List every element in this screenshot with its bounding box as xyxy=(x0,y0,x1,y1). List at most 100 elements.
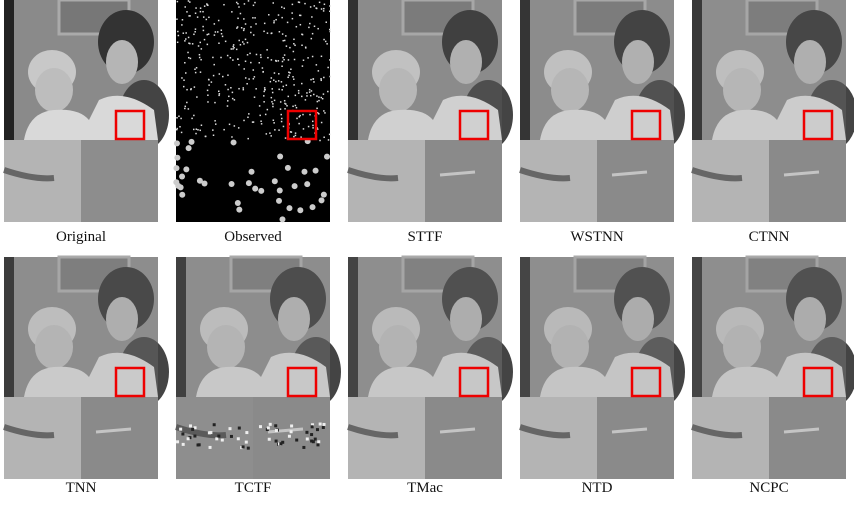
panel-label: WSTNN xyxy=(570,229,623,245)
pixel xyxy=(295,95,297,97)
pixel xyxy=(236,49,238,51)
pixel xyxy=(233,44,235,46)
pixel xyxy=(293,84,295,86)
pixel xyxy=(181,24,183,26)
pixel xyxy=(204,5,206,7)
pixel xyxy=(184,108,186,110)
pixel xyxy=(196,128,198,130)
pixel xyxy=(278,80,280,82)
pixel xyxy=(269,132,271,134)
pixel xyxy=(252,121,254,123)
blur-overlay xyxy=(520,0,674,140)
zoom-right xyxy=(425,140,502,222)
pixel xyxy=(264,89,266,91)
pixel xyxy=(266,49,268,51)
pixel xyxy=(232,46,234,48)
pixel xyxy=(272,2,274,4)
pixel xyxy=(185,72,187,74)
pixel xyxy=(261,123,263,125)
pixel xyxy=(222,36,224,38)
pixel xyxy=(213,64,215,66)
pixel xyxy=(285,137,287,139)
pixel xyxy=(176,128,178,130)
pixel xyxy=(194,31,196,33)
pixel xyxy=(313,81,315,83)
pixel xyxy=(256,54,257,56)
pixel xyxy=(188,57,190,59)
pixel xyxy=(289,72,291,74)
pixel xyxy=(179,174,185,180)
pixel xyxy=(317,28,319,30)
pixel xyxy=(207,90,209,92)
pixel xyxy=(195,28,197,30)
pixel xyxy=(286,105,288,107)
pixel xyxy=(247,42,249,44)
pixel xyxy=(201,124,203,126)
pixel xyxy=(252,186,258,192)
pixel xyxy=(254,76,256,78)
pixel xyxy=(183,86,185,88)
pixel xyxy=(288,59,290,61)
artifact xyxy=(311,425,314,428)
pixel xyxy=(266,133,268,135)
pixel xyxy=(237,58,239,60)
pixel xyxy=(259,115,261,117)
pixel xyxy=(321,56,323,58)
pixel xyxy=(290,69,292,71)
pixel xyxy=(301,83,303,85)
pixel xyxy=(281,81,283,83)
pixel xyxy=(235,200,241,206)
pixel xyxy=(189,1,191,3)
pixel xyxy=(250,32,252,34)
pixel xyxy=(178,116,180,118)
pixel xyxy=(309,23,311,25)
pixel xyxy=(293,136,295,138)
pixel xyxy=(268,14,270,16)
face xyxy=(106,40,138,84)
pixel xyxy=(320,78,322,80)
artifact xyxy=(209,446,212,449)
pixel xyxy=(263,101,265,103)
pixel xyxy=(213,135,215,137)
pixel xyxy=(193,34,195,36)
pixel xyxy=(262,71,264,73)
pixel xyxy=(329,134,331,136)
artifact xyxy=(179,428,182,431)
artifact xyxy=(269,423,272,426)
pixel xyxy=(212,129,214,131)
pixel xyxy=(234,99,236,101)
pixel xyxy=(298,1,300,3)
artifact xyxy=(317,440,320,443)
pixel xyxy=(263,31,265,32)
pixel xyxy=(310,6,312,8)
blur-overlay xyxy=(348,0,502,140)
pixel xyxy=(243,28,245,30)
artifact xyxy=(290,424,293,427)
pixel xyxy=(311,38,313,40)
pixel xyxy=(193,129,195,131)
artifact xyxy=(268,438,271,441)
pixel xyxy=(200,71,202,73)
panel xyxy=(348,0,513,222)
pixel xyxy=(186,102,188,104)
pixel xyxy=(301,45,303,47)
pixel xyxy=(208,33,210,35)
pixel xyxy=(181,132,183,134)
pixel xyxy=(280,108,282,110)
pixel xyxy=(249,53,251,55)
pixel xyxy=(284,100,286,102)
zoom-right xyxy=(425,397,502,479)
pixel xyxy=(283,8,285,9)
pixel xyxy=(312,127,314,129)
pixel xyxy=(196,96,198,98)
pixel xyxy=(231,48,233,50)
pixel xyxy=(267,57,269,59)
pixel xyxy=(324,112,326,114)
pixel xyxy=(212,57,214,59)
pixel xyxy=(254,2,256,4)
pixel xyxy=(184,62,186,64)
pixel xyxy=(253,5,255,7)
pixel xyxy=(297,207,303,213)
artifact xyxy=(305,431,308,434)
pixel xyxy=(182,19,184,21)
